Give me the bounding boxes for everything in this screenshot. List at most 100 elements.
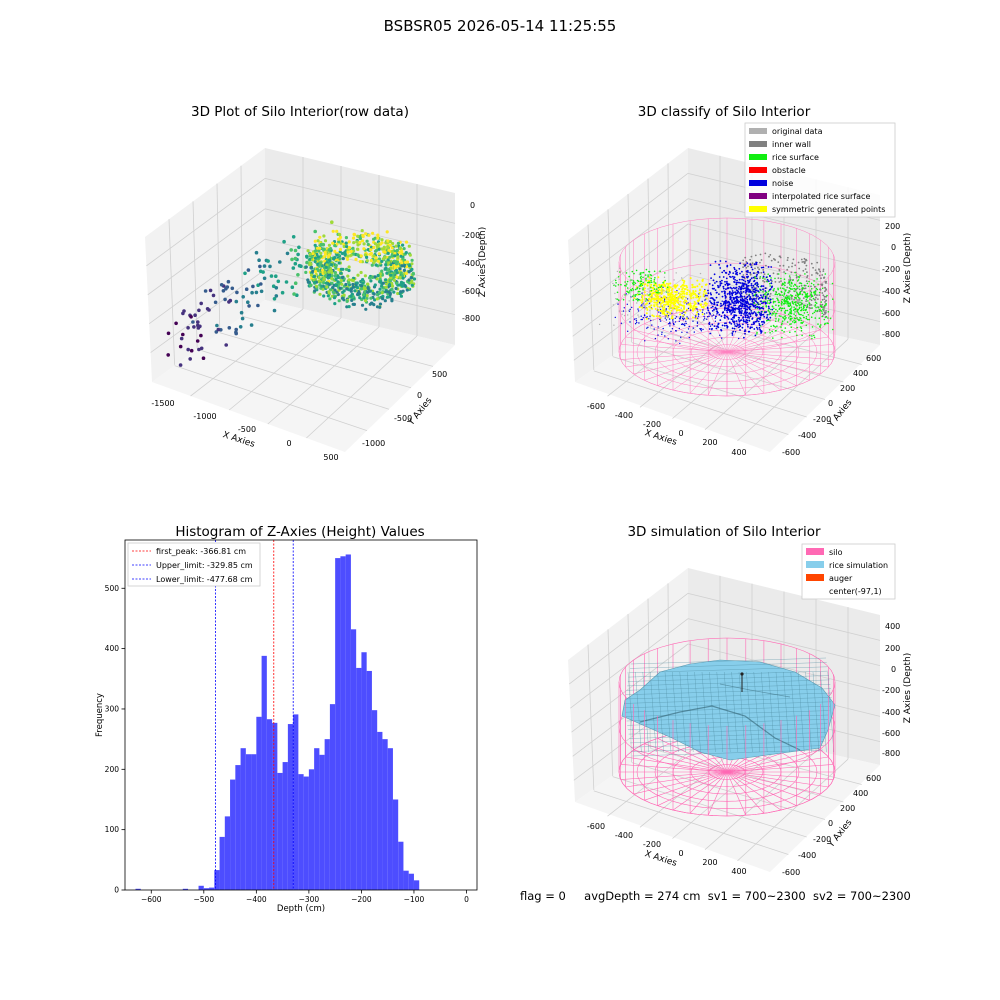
rice-mesh-line (629, 666, 828, 673)
classified-point (822, 268, 825, 271)
classified-point (736, 273, 739, 276)
classified-point (744, 308, 747, 310)
classified-point (689, 305, 692, 308)
classified-point (798, 307, 801, 310)
rice-mesh-line (820, 671, 827, 753)
data-point (319, 242, 323, 247)
classified-point (731, 287, 733, 290)
data-point (196, 326, 201, 330)
classified-point (684, 288, 687, 291)
classified-point (740, 303, 742, 305)
classified-point (755, 295, 757, 297)
classified-point (706, 306, 709, 308)
classified-point (644, 274, 647, 276)
classified-point (791, 317, 793, 320)
classified-point (766, 316, 768, 318)
classified-point (652, 315, 655, 318)
data-point (378, 305, 382, 309)
data-point (339, 279, 343, 283)
classified-point (821, 310, 823, 312)
classified-point (682, 304, 684, 307)
data-point (409, 276, 413, 280)
silo-floor-spoke (633, 329, 728, 353)
classified-point (767, 305, 770, 308)
classified-point (634, 288, 637, 291)
classified-point (620, 322, 623, 324)
classified-point (616, 298, 618, 301)
classified-point (713, 325, 716, 327)
classified-point (632, 299, 635, 301)
classified-point (646, 302, 648, 305)
classified-point (807, 314, 810, 316)
classified-point (822, 294, 825, 297)
data-point (325, 285, 329, 289)
data-point (367, 233, 371, 237)
classified-point (766, 300, 769, 302)
classified-point (783, 278, 786, 281)
data-point (216, 327, 221, 332)
classified-point (774, 281, 777, 283)
classify-data-points (598, 252, 834, 345)
data-point (387, 290, 391, 294)
classified-point (725, 271, 727, 274)
classified-point (744, 332, 746, 335)
classified-point (780, 280, 782, 282)
data-point (380, 259, 384, 263)
silo-floor-spoke (657, 771, 728, 806)
classified-point (790, 295, 793, 297)
sim-z-tick: -200 (882, 686, 900, 695)
classified-point (662, 327, 664, 330)
classified-point (629, 308, 631, 311)
classified-point (679, 313, 682, 316)
rice-mesh-line (627, 723, 828, 730)
data-point (330, 277, 334, 281)
data-point (352, 302, 356, 306)
classified-point (634, 323, 637, 325)
classified-point (729, 275, 731, 278)
classified-point (825, 289, 827, 291)
silo-floor-spoke (726, 771, 821, 795)
classified-point (655, 288, 658, 290)
classified-point (759, 253, 762, 256)
classified-point (729, 309, 731, 311)
classified-point (642, 276, 644, 279)
classified-point (720, 315, 723, 318)
classified-point (699, 272, 702, 275)
classified-point (675, 309, 678, 312)
sim-auger-head (740, 672, 744, 676)
classify-z-axis-label: Z Axies (Depth) (903, 233, 913, 304)
classified-point (733, 321, 736, 323)
classified-point (667, 291, 669, 294)
silo-floor-spoke (726, 351, 765, 394)
silo-floor-spoke (633, 749, 728, 773)
legend-swatch-inner-wall (749, 141, 767, 147)
classified-point (810, 291, 813, 294)
classified-point (692, 291, 695, 294)
data-point (384, 266, 388, 270)
classified-point (752, 323, 755, 325)
classify-z-tick: -200 (882, 265, 900, 274)
classified-point (662, 281, 664, 284)
data-point (356, 253, 360, 257)
classified-point (823, 296, 826, 298)
classified-point (668, 318, 671, 320)
classified-point (762, 266, 765, 269)
classified-point (646, 327, 648, 329)
classified-point (805, 264, 808, 267)
data-point (293, 248, 298, 253)
classified-point (733, 316, 735, 318)
classified-point (823, 305, 826, 308)
classified-point (794, 271, 796, 274)
classified-point (735, 286, 738, 289)
classified-point (777, 288, 779, 291)
classified-point (708, 328, 711, 330)
data-point (369, 296, 373, 300)
classified-point (653, 288, 656, 290)
classified-point (778, 292, 780, 295)
data-point (234, 299, 239, 304)
classified-point (723, 290, 726, 293)
classified-point (695, 296, 698, 299)
simulation-3d-surface-plot: silo rice simulation auger center(-97,1)… (568, 543, 913, 877)
classified-point (765, 264, 767, 267)
classified-point (818, 308, 821, 311)
